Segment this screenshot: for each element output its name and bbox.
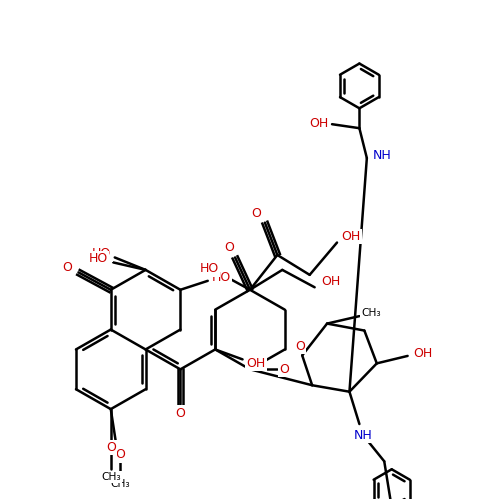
Text: HO: HO [92,248,112,260]
Text: CH₃: CH₃ [110,478,130,488]
Text: HO: HO [212,271,231,284]
Text: OH: OH [309,116,328,130]
Text: O: O [115,448,124,462]
Text: O: O [251,207,261,220]
Text: O: O [224,241,234,254]
Text: HO: HO [200,262,219,276]
Text: O: O [176,406,186,420]
Text: NH: NH [372,149,391,162]
Text: OH: OH [413,347,432,360]
Text: O: O [106,441,116,454]
Text: OH: OH [246,357,266,370]
Text: OH: OH [321,275,340,288]
Text: HO: HO [88,252,108,266]
Text: OH: OH [342,230,360,243]
Text: O: O [62,261,72,274]
Text: O: O [279,363,288,376]
Text: NH: NH [354,429,372,442]
Text: CH₃: CH₃ [101,472,120,482]
Text: CH₃: CH₃ [361,308,380,318]
Text: O: O [295,340,304,353]
